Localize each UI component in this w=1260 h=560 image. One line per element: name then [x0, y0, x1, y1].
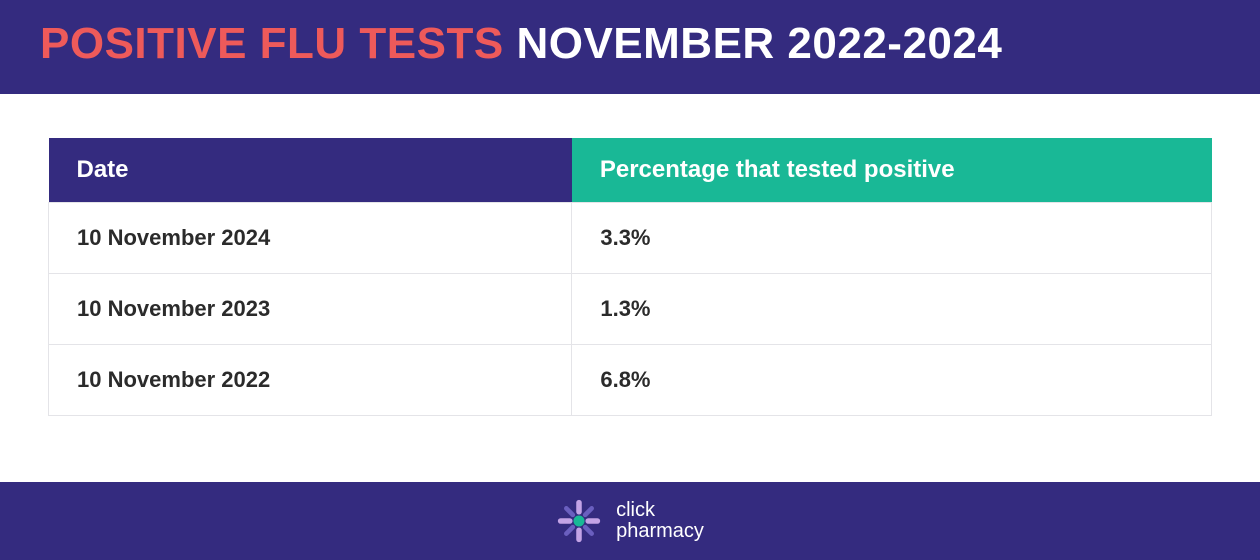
table-cell: 10 November 2024 [49, 203, 572, 274]
brand-line2: pharmacy [616, 521, 704, 542]
col-header-date: Date [49, 138, 572, 203]
table-header-row: Date Percentage that tested positive [49, 138, 1212, 203]
table-cell: 10 November 2022 [49, 345, 572, 416]
col-header-pct: Percentage that tested positive [572, 138, 1212, 203]
brand-line1: click [616, 500, 704, 521]
brand-text: click pharmacy [616, 500, 704, 542]
title-accent: POSITIVE FLU TESTS [40, 19, 504, 68]
logo-center [574, 515, 585, 526]
table-cell: 10 November 2023 [49, 274, 572, 345]
title-rest: NOVEMBER 2022-2024 [504, 19, 1003, 68]
table-row: 10 November 20226.8% [49, 345, 1212, 416]
content-area: Date Percentage that tested positive 10 … [0, 94, 1260, 416]
brand-logo-icon [556, 498, 602, 544]
table-cell: 6.8% [572, 345, 1212, 416]
footer-banner: click pharmacy [0, 482, 1260, 560]
table-cell: 1.3% [572, 274, 1212, 345]
page-title: POSITIVE FLU TESTS NOVEMBER 2022-2024 [40, 22, 1220, 66]
table-row: 10 November 20243.3% [49, 203, 1212, 274]
header-banner: POSITIVE FLU TESTS NOVEMBER 2022-2024 [0, 0, 1260, 94]
table-cell: 3.3% [572, 203, 1212, 274]
table-row: 10 November 20231.3% [49, 274, 1212, 345]
table-body: 10 November 20243.3%10 November 20231.3%… [49, 203, 1212, 416]
flu-table: Date Percentage that tested positive 10 … [48, 138, 1212, 416]
